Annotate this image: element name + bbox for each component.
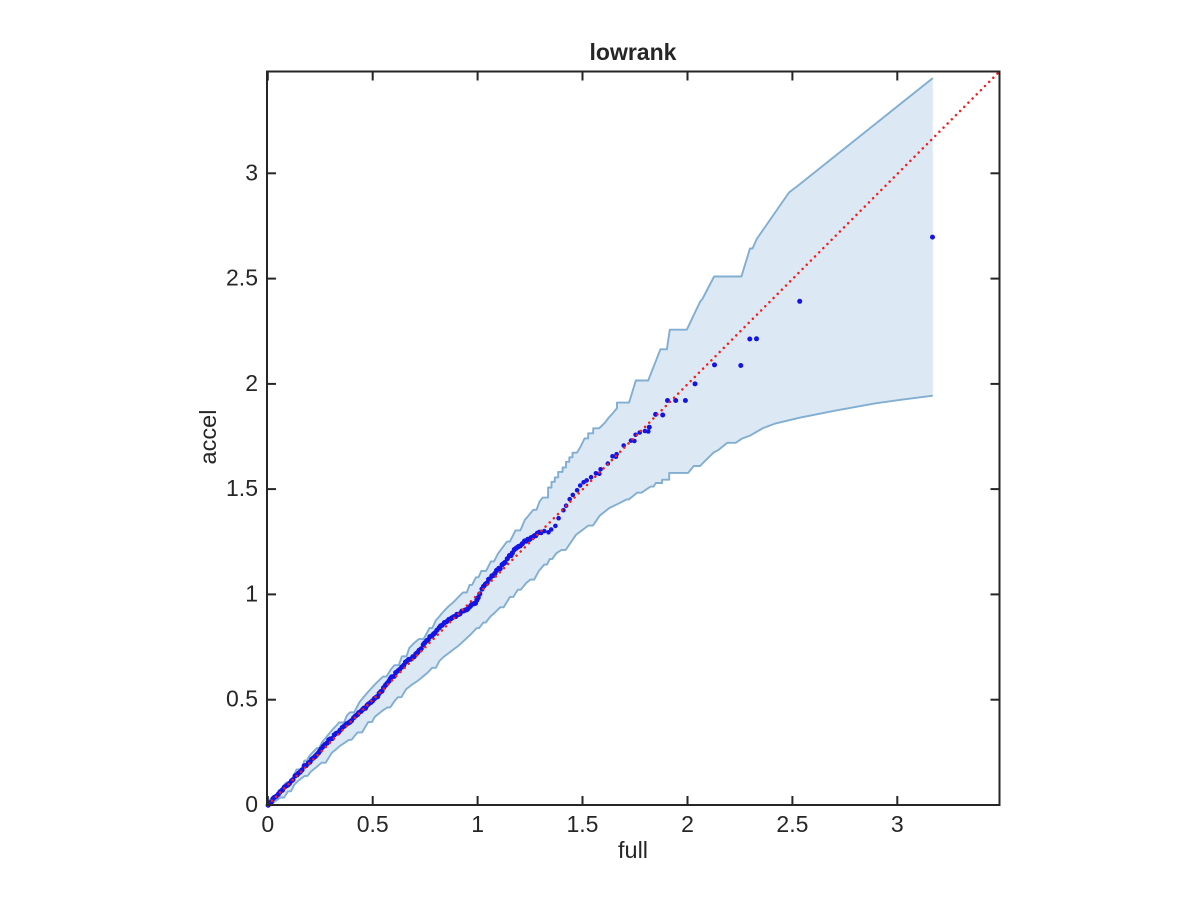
svg-text:2.5: 2.5 bbox=[776, 811, 808, 837]
svg-text:lowrank: lowrank bbox=[590, 39, 677, 65]
svg-text:1.5: 1.5 bbox=[226, 475, 258, 501]
svg-text:2.5: 2.5 bbox=[226, 265, 258, 291]
svg-text:3: 3 bbox=[245, 159, 258, 185]
svg-text:accel: accel bbox=[195, 410, 221, 465]
svg-text:2: 2 bbox=[245, 370, 258, 396]
svg-text:3: 3 bbox=[891, 811, 904, 837]
svg-text:0: 0 bbox=[245, 791, 258, 817]
svg-text:1: 1 bbox=[471, 811, 484, 837]
svg-text:full: full bbox=[618, 837, 648, 863]
svg-text:0.5: 0.5 bbox=[226, 686, 258, 712]
svg-text:1: 1 bbox=[245, 580, 258, 606]
svg-text:1.5: 1.5 bbox=[567, 811, 599, 837]
svg-text:0.5: 0.5 bbox=[357, 811, 389, 837]
svg-text:2: 2 bbox=[681, 811, 694, 837]
svg-text:0: 0 bbox=[261, 811, 274, 837]
